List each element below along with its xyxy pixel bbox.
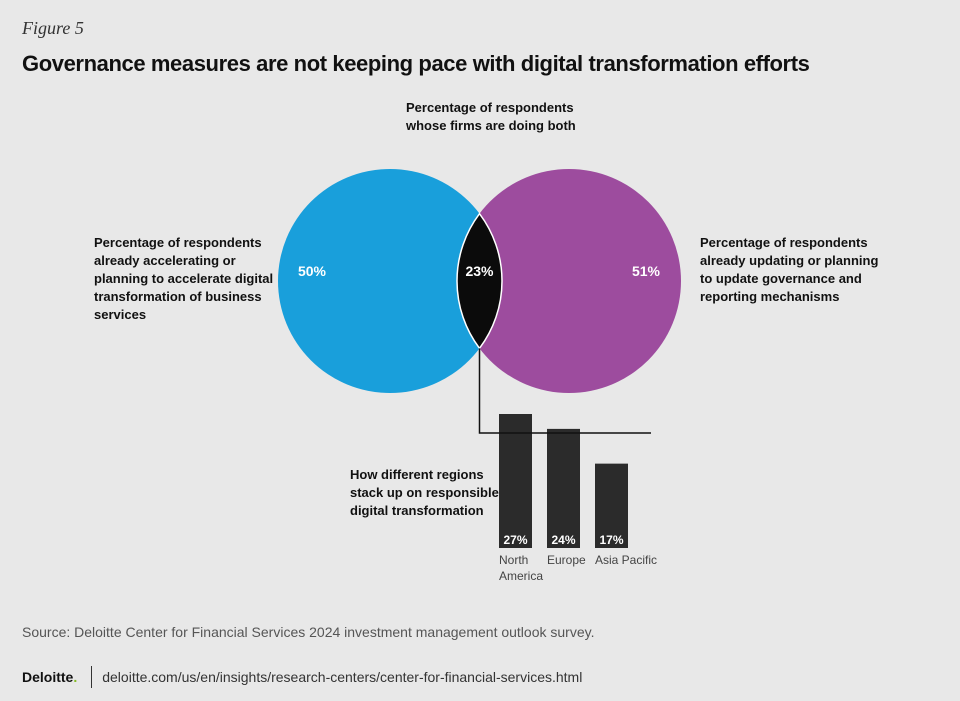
bar-category-label: North America [499, 553, 543, 583]
venn-overlap-value: 23% [465, 263, 494, 279]
footer-divider [91, 666, 93, 688]
source-note: Source: Deloitte Center for Financial Se… [22, 624, 595, 640]
venn-right-value: 51% [632, 263, 661, 279]
bar-title-line: digital transformation [350, 503, 484, 518]
bar-value-label: 27% [503, 533, 527, 547]
bar-value-label: 17% [599, 533, 623, 547]
left-note-line: transformation of business [94, 289, 262, 304]
chart-title: Governance measures are not keeping pace… [22, 51, 810, 76]
bar-category-line: North [499, 553, 528, 567]
venn-left-value: 50% [298, 263, 327, 279]
figure-label: Figure 5 [22, 18, 84, 38]
bar-title-line: How different regions [350, 467, 484, 482]
bar-category-label: Europe [547, 553, 586, 567]
right-note-line: to update governance and [700, 271, 862, 286]
left-note-line: already accelerating or [94, 253, 236, 268]
bar-value-label: 24% [551, 533, 575, 547]
bar-category-line: Asia Pacific [595, 553, 657, 567]
venn-overlap [456, 212, 503, 350]
right-note-line: Percentage of respondents [700, 235, 868, 250]
left-note-line: services [94, 307, 147, 322]
deloitte-logo: Deloitte. [22, 669, 78, 685]
left-circle-note: Percentage of respondents already accele… [94, 234, 273, 324]
connector-line [478, 348, 651, 434]
bar-1 [547, 428, 580, 548]
venn-circle-right [457, 169, 681, 393]
overlap-note: Percentage of respondents whose firms ar… [406, 99, 576, 135]
right-note-line: reporting mechanisms [700, 289, 840, 304]
bar-title-line: stack up on responsible [350, 485, 499, 500]
bar-0 [499, 414, 532, 548]
left-note-line: Percentage of respondents [94, 235, 262, 250]
footer-url[interactable]: deloitte.com/us/en/insights/research-cen… [102, 669, 583, 685]
left-note-line: planning to accelerate digital [94, 271, 274, 286]
bar-chart-title: How different regions stack up on respon… [350, 466, 499, 520]
bar-category-line: Europe [547, 553, 586, 567]
right-circle-note: Percentage of respondents already updati… [700, 234, 878, 306]
bar-category-label: Asia Pacific [595, 553, 657, 567]
bar-category-line: America [499, 569, 543, 583]
right-note-line: already updating or planning [700, 253, 879, 268]
footer: Deloitte. deloitte.com/us/en/insights/re… [22, 666, 582, 688]
overlap-note-line: whose firms are doing both [406, 118, 576, 133]
venn-circle-left [278, 169, 502, 393]
bar-2 [595, 463, 628, 548]
overlap-note-line: Percentage of respondents [406, 100, 574, 115]
